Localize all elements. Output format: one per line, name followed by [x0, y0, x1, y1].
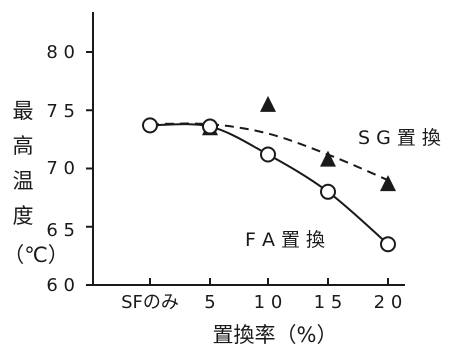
y-tick-label-75: 7 5: [46, 101, 75, 122]
point-s0-0: [142, 117, 158, 134]
series-label-fa: F A 置 換: [245, 229, 325, 251]
series-markers: [142, 95, 396, 253]
y-tick-label-80: 8 0: [46, 42, 75, 63]
series-lines: [149, 122, 389, 245]
y-axis-title-2: 高: [13, 134, 34, 158]
x-tick-label-10: 1 0: [254, 292, 283, 313]
y-tick-label-70: 7 0: [46, 158, 75, 179]
y-axis-title-4: 度: [13, 204, 34, 228]
point-s0-2: [260, 146, 276, 163]
point-s1-2: [320, 150, 336, 167]
point-s1-1: [260, 95, 276, 112]
series-line-0: [149, 123, 389, 245]
tick-marks: [86, 51, 389, 286]
series-label-sg: S G 置 換: [358, 127, 441, 149]
x-axis-title: 置換率（%）: [213, 323, 338, 347]
point-s1-3: [380, 175, 396, 192]
y-axis-title-5: （℃）: [3, 243, 69, 267]
x-tick-label-15: 1 5: [314, 292, 343, 313]
point-s0-1: [202, 118, 218, 135]
y-axis-title-3: 温: [13, 169, 34, 193]
y-axis-title-1: 最: [13, 99, 34, 123]
x-tick-label-sf: SFのみ: [121, 292, 179, 313]
x-tick-label-5: 5: [204, 292, 215, 313]
x-tick-label-20: 2 0: [374, 292, 403, 313]
point-s0-4: [380, 236, 396, 253]
y-tick-label-60: 6 0: [46, 275, 75, 296]
y-tick-label-65: 6 5: [46, 220, 75, 241]
point-s0-3: [320, 183, 336, 200]
